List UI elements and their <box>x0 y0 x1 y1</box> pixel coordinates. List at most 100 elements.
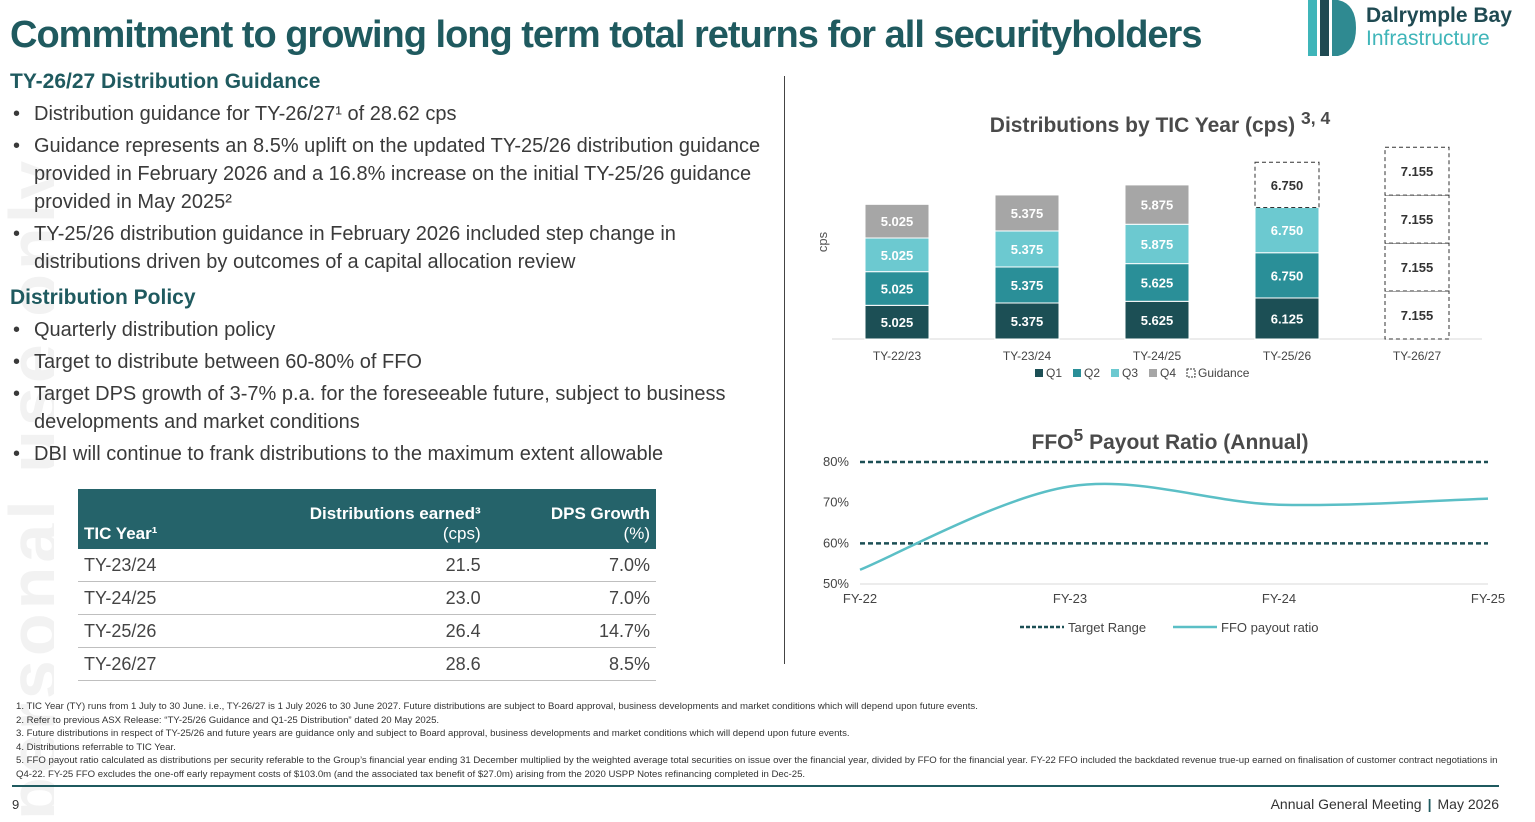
footnote: 5. FFO payout ratio calculated as distri… <box>16 755 1498 780</box>
data-label: 7.155 <box>1401 308 1434 323</box>
table-header-row: TIC Year¹ Distributions earned³ (cps) DP… <box>78 489 656 549</box>
policy-bullet: DBI will continue to frank distributions… <box>10 440 780 468</box>
footer-event: Annual General Meeting | May 2026 <box>1271 796 1499 812</box>
legend-label: Guidance <box>1198 366 1250 380</box>
company-logo: Dalrymple Bay Infrastructure <box>1308 0 1528 56</box>
x-tick-label: TY-26/27 <box>1393 349 1442 363</box>
header-dps-growth-unit: (%) <box>623 524 650 543</box>
cell-dist: 26.4 <box>208 614 487 648</box>
legend-swatch <box>1149 369 1157 377</box>
bar-segment-guidance <box>1384 194 1450 244</box>
guidance-bullet: TY-25/26 distribution guidance in Februa… <box>10 220 780 276</box>
data-label: 5.375 <box>1011 242 1044 257</box>
legend-swatch <box>1035 369 1043 377</box>
bar-segment-q4 <box>1124 184 1190 225</box>
footer-event-name: Annual General Meeting <box>1270 796 1422 812</box>
x-tick-label: TY-24/25 <box>1133 349 1182 363</box>
data-label: 6.125 <box>1271 311 1304 326</box>
data-label: 6.750 <box>1271 223 1304 238</box>
footnotes: 1. TIC Year (TY) runs from 1 July to 30 … <box>16 700 1506 781</box>
footnote: 3. Future distributions in respect of TY… <box>16 728 850 739</box>
guidance-bullet: Guidance represents an 8.5% uplift on th… <box>10 132 780 216</box>
cell-year: TY-23/24 <box>78 549 209 582</box>
bar-segment-guidance <box>1384 146 1450 196</box>
legend-label: Q3 <box>1122 366 1138 380</box>
table-row: TY-23/24 21.5 7.0% <box>78 549 656 582</box>
legend-label: Q2 <box>1084 366 1100 380</box>
bar-segment-q4 <box>994 194 1060 232</box>
cell-year: TY-24/25 <box>78 581 209 615</box>
bar-segment-q2 <box>994 266 1060 304</box>
x-tick-label: TY-23/24 <box>1003 349 1052 363</box>
page-title: Commitment to growing long term total re… <box>10 14 1202 56</box>
x-tick-label: TY-22/23 <box>873 349 922 363</box>
data-label: 5.875 <box>1141 237 1174 252</box>
footnote: 4. Distributions referrable to TIC Year. <box>16 741 176 753</box>
data-label: 5.375 <box>1011 278 1044 293</box>
data-label: 5.025 <box>881 281 914 296</box>
x-tick-label: FY-24 <box>1262 591 1296 606</box>
bar-segment-q3 <box>1124 223 1190 265</box>
policy-bullet: Target DPS growth of 3-7% p.a. for the f… <box>10 380 780 436</box>
bar-segment-q3 <box>1254 207 1320 254</box>
header-distributions: Distributions earned³ (cps) <box>208 489 487 549</box>
cell-dist: 21.5 <box>208 549 487 582</box>
y-tick-label: 50% <box>823 576 849 591</box>
legend-label: Q1 <box>1046 366 1062 380</box>
bar-segment-q4 <box>864 203 930 239</box>
legend-swatch <box>1073 369 1081 377</box>
data-label: 7.155 <box>1401 260 1434 275</box>
left-column: TY-26/27 Distribution Guidance Distribut… <box>10 70 780 478</box>
x-tick-label: FY-23 <box>1053 591 1087 606</box>
table-row: TY-25/26 26.4 14.7% <box>78 614 656 648</box>
header-dps-growth: DPS Growth (%) <box>486 489 656 549</box>
data-label: 5.025 <box>881 214 914 229</box>
data-label: 7.155 <box>1401 212 1434 227</box>
bar-segment-guidance <box>1384 242 1450 292</box>
legend-label: Target Range <box>1068 620 1146 635</box>
bar-segment-q3 <box>994 230 1060 268</box>
header-dps-growth-label: DPS Growth <box>550 504 650 523</box>
y-tick-label: 80% <box>823 454 849 469</box>
y-tick-label: 60% <box>823 535 849 550</box>
cell-dist: 23.0 <box>208 581 487 615</box>
line-chart-title: FFO5 Payout Ratio (Annual) <box>960 425 1380 455</box>
guidance-list: Distribution guidance for TY-26/27¹ of 2… <box>10 100 780 276</box>
cell-year: TY-26/27 <box>78 647 209 681</box>
bar-segment-q1 <box>864 304 930 340</box>
table-row: TY-26/27 28.6 8.5% <box>78 647 656 681</box>
bar-segment-q2 <box>1124 263 1190 302</box>
line-chart-title-text: FFO <box>1031 431 1074 454</box>
data-label: 5.025 <box>881 248 914 263</box>
header-tic-year: TIC Year¹ <box>78 489 209 549</box>
column-divider <box>784 76 785 664</box>
ffo-payout-ratio-line <box>859 482 1489 571</box>
bar-chart-title: Distributions by TIC Year (cps) 3, 4 <box>900 108 1420 138</box>
x-tick-label: TY-25/26 <box>1263 349 1312 363</box>
y-axis-label: cps <box>815 231 830 252</box>
ffo-payout-line-chart: 50% 60% 70% 80% FY-22 FY-23 FY-24 FY-25 Target R… <box>823 454 1505 635</box>
data-label: 6.750 <box>1271 268 1304 283</box>
guidance-heading: TY-26/27 Distribution Guidance <box>10 70 321 93</box>
bar-segment-guidance <box>1254 161 1320 209</box>
data-label: 5.625 <box>1141 313 1174 328</box>
header-distributions-unit: (cps) <box>442 524 481 543</box>
footnote: 1. TIC Year (TY) runs from 1 July to 30 … <box>16 701 978 712</box>
logo-line-1: Dalrymple Bay <box>1366 4 1512 27</box>
header-distributions-label: Distributions earned³ <box>309 504 481 523</box>
cell-growth: 7.0% <box>486 549 656 582</box>
logo-line-2: Infrastructure <box>1366 27 1490 50</box>
cell-growth: 8.5% <box>486 647 656 681</box>
guidance-bullet: Distribution guidance for TY-26/27¹ of 2… <box>10 100 780 128</box>
policy-list: Quarterly distribution policy Target to … <box>10 316 780 468</box>
policy-bullet: Quarterly distribution policy <box>10 316 780 344</box>
y-tick-label: 70% <box>823 495 849 510</box>
line-chart-title-suffix: Payout Ratio (Annual) <box>1089 431 1309 454</box>
data-label: 6.750 <box>1271 178 1304 193</box>
cell-dist: 28.6 <box>208 647 487 681</box>
page-number: 9 <box>12 797 20 812</box>
footnote: 2. Refer to previous ASX Release: “TY-25… <box>16 714 440 726</box>
legend-swatch <box>1111 369 1119 377</box>
x-tick-label: FY-22 <box>843 591 877 606</box>
bar-segment-q1 <box>1124 300 1190 340</box>
